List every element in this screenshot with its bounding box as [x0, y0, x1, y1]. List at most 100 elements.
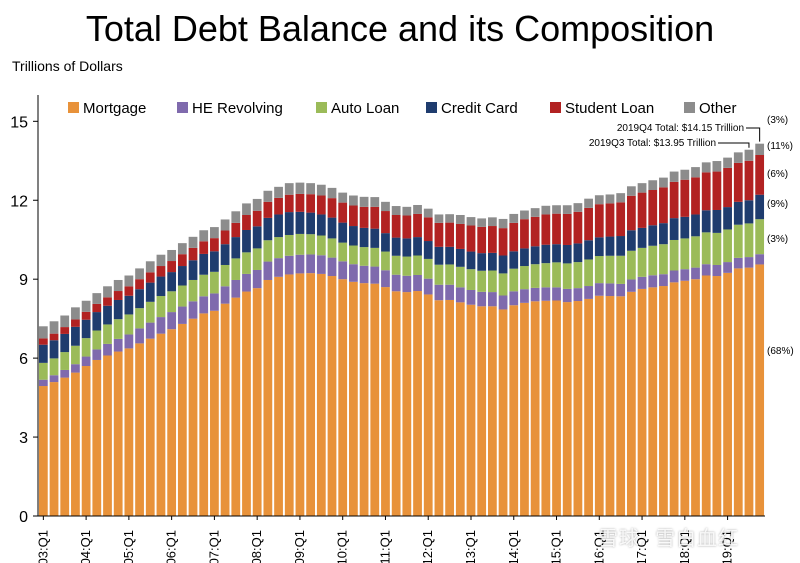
share-label-student-loan: (11%): [767, 141, 793, 152]
legend-swatch: [177, 102, 188, 113]
bar-mortgage-11:Q4: [413, 291, 422, 516]
legend-label: HE Revolving: [192, 100, 283, 117]
legend-swatch: [684, 102, 695, 113]
bar-auto-loan-12:Q4: [455, 266, 465, 288]
bar-student-loan-17:Q3: [659, 187, 668, 224]
bar-auto-loan-14:Q3: [530, 264, 540, 288]
bar-student-loan-14:Q1: [509, 222, 519, 252]
bar-he-revolving-16:Q3: [616, 283, 626, 297]
bar-he-revolving-12:Q4: [455, 287, 465, 303]
bar-auto-loan-13:Q4: [498, 273, 508, 296]
bar-other-12:Q4: [455, 214, 465, 224]
bar-mortgage-11:Q1: [381, 287, 390, 516]
bar-credit-card-09:Q4: [327, 217, 337, 239]
x-tick-label-11:Q1: 11:Q1: [377, 530, 392, 563]
bar-credit-card-06:Q1: [167, 272, 177, 292]
bar-auto-loan-19:Q4: [755, 219, 765, 255]
bar-mortgage-18:Q1: [680, 280, 690, 516]
bar-other-06:Q3: [188, 236, 198, 248]
bar-he-revolving-13:Q3: [487, 292, 497, 307]
bar-other-13:Q2: [477, 218, 487, 227]
bar-other-15:Q1: [552, 205, 561, 214]
bar-mortgage-15:Q1: [552, 300, 561, 516]
bar-student-loan-13:Q4: [498, 228, 508, 256]
bar-he-revolving-17:Q2: [648, 275, 658, 288]
bar-auto-loan-10:Q1: [338, 242, 348, 262]
bar-auto-loan-14:Q1: [509, 268, 519, 292]
bar-auto-loan-15:Q4: [584, 259, 593, 287]
bar-auto-loan-18:Q1: [680, 238, 690, 270]
y-axis-label: Trillions of Dollars: [12, 58, 123, 74]
annotation-2019q3-leader: [718, 142, 750, 148]
bar-mortgage-16:Q4: [626, 291, 636, 516]
bar-auto-loan-08:Q2: [263, 240, 273, 262]
bar-other-17:Q2: [648, 180, 658, 190]
bar-student-loan-04:Q1: [81, 311, 91, 320]
bar-auto-loan-04:Q3: [103, 324, 112, 344]
bar-mortgage-08:Q3: [274, 276, 283, 516]
bar-he-revolving-08:Q3: [274, 258, 283, 277]
bar-auto-loan-16:Q2: [605, 255, 615, 284]
bar-he-revolving-10:Q1: [338, 261, 348, 280]
bar-he-revolving-13:Q4: [498, 295, 508, 310]
legend-item-other: Other: [684, 100, 737, 117]
bar-credit-card-10:Q2: [349, 226, 358, 246]
bar-other-17:Q3: [659, 177, 668, 188]
bar-credit-card-07:Q2: [220, 244, 230, 265]
bar-credit-card-12:Q2: [434, 246, 444, 265]
bar-other-05:Q3: [145, 261, 155, 273]
bar-mortgage-10:Q2: [349, 281, 358, 516]
bar-credit-card-09:Q2: [306, 212, 316, 235]
bar-other-03:Q1: [38, 326, 48, 339]
bar-mortgage-08:Q4: [284, 274, 294, 516]
bar-credit-card-17:Q2: [648, 225, 658, 246]
bar-mortgage-10:Q3: [359, 283, 369, 516]
bar-other-08:Q1: [252, 198, 262, 211]
bar-he-revolving-07:Q2: [220, 286, 230, 304]
bar-mortgage-12:Q4: [455, 302, 465, 516]
bar-credit-card-07:Q1: [210, 251, 219, 272]
bar-student-loan-12:Q4: [455, 223, 465, 249]
bar-other-04:Q4: [113, 279, 123, 292]
bar-auto-loan-19:Q3: [744, 223, 754, 258]
bar-mortgage-15:Q2: [562, 302, 572, 516]
bar-student-loan-03:Q1: [38, 338, 48, 345]
bar-other-10:Q2: [349, 195, 358, 206]
bar-student-loan-17:Q4: [669, 181, 679, 219]
bar-credit-card-07:Q3: [231, 237, 241, 259]
bar-credit-card-12:Q3: [445, 246, 454, 265]
bar-auto-loan-11:Q4: [413, 255, 422, 275]
bar-credit-card-19:Q1: [723, 207, 732, 230]
bar-he-revolving-19:Q2: [733, 257, 743, 269]
x-tick-label-19:Q1: 19:Q1: [720, 530, 735, 563]
bar-other-09:Q1: [295, 182, 305, 194]
x-tick-label-14:Q1: 14:Q1: [506, 530, 521, 563]
bar-other-19:Q2: [733, 152, 743, 163]
bar-credit-card-14:Q4: [541, 244, 551, 264]
bar-auto-loan-15:Q3: [573, 262, 583, 289]
bar-auto-loan-18:Q2: [691, 236, 700, 268]
bar-auto-loan-03:Q3: [60, 352, 70, 370]
bar-mortgage-14:Q1: [509, 305, 519, 516]
bar-he-revolving-11:Q1: [381, 270, 390, 288]
legend-swatch: [316, 102, 327, 113]
bar-mortgage-13:Q1: [466, 304, 476, 516]
bar-credit-card-12:Q1: [423, 241, 433, 259]
bar-he-revolving-14:Q1: [509, 291, 519, 306]
bar-student-loan-08:Q3: [274, 197, 283, 215]
bar-student-loan-11:Q2: [391, 214, 401, 238]
bar-mortgage-13:Q3: [487, 306, 497, 516]
chart-title: Total Debt Balance and its Composition: [85, 8, 715, 49]
bar-other-15:Q3: [573, 203, 583, 212]
x-tick-label-09:Q1: 09:Q1: [292, 530, 307, 563]
bar-he-revolving-13:Q2: [477, 291, 487, 307]
bar-student-loan-06:Q2: [177, 254, 187, 267]
axes-layer: 0 3 6 9 12 15 03:Q1 04:Q1 05:Q1 06:Q1 07:Q1 08:Q1 09…: [10, 95, 765, 563]
bar-credit-card-09:Q1: [295, 211, 305, 234]
bar-he-revolving-05:Q1: [124, 334, 134, 349]
bar-mortgage-03:Q1: [38, 386, 48, 516]
bar-credit-card-18:Q1: [680, 216, 690, 239]
bar-student-loan-05:Q1: [124, 286, 134, 296]
bar-other-11:Q2: [391, 206, 401, 215]
bar-other-07:Q2: [220, 219, 230, 231]
